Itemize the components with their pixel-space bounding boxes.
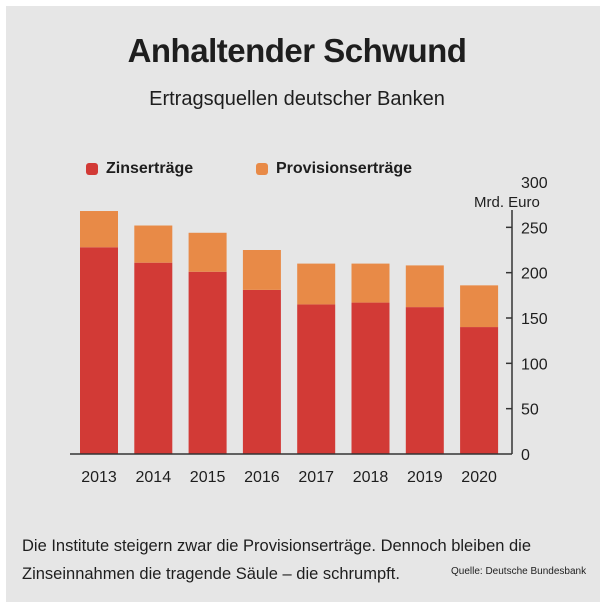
y-tick-label-50: 50	[521, 402, 539, 419]
bar-zins-2019	[405, 307, 444, 454]
bar-zins-2018	[351, 302, 390, 454]
y-axis-unit: Mrd. Euro	[474, 194, 540, 211]
footer-text: Die Institute steigern zwar die Provisio…	[22, 532, 562, 588]
bar-provision-2018	[351, 263, 390, 303]
x-tick-label-2020: 2020	[461, 469, 497, 486]
bar-zins-2013	[80, 247, 118, 454]
y-tick-label-200: 200	[521, 266, 548, 283]
footer-line-1: Die Institute steigern zwar die Provisio…	[22, 537, 532, 555]
y-tick-label-150: 150	[521, 311, 548, 328]
bar-provision-2013	[80, 211, 118, 248]
legend-zinsertraege: Zinserträge	[86, 160, 193, 178]
chart-title: Anhaltender Schwund	[127, 32, 467, 69]
chart-subtitle: Ertragsquellen deutscher Banken	[149, 88, 445, 110]
x-tick-label-2016: 2016	[244, 469, 280, 486]
y-tick-label-100: 100	[521, 356, 548, 373]
footer-line-2: Zinseinnahmen die tragende Säule – die s…	[22, 565, 400, 583]
x-tick-label-2015: 2015	[190, 469, 226, 486]
bar-provision-2016	[242, 250, 281, 290]
x-tick-label-2017: 2017	[298, 469, 334, 486]
legend-swatch-zins	[86, 163, 98, 175]
bar-provision-2017	[297, 263, 336, 305]
x-tick-label-2018: 2018	[353, 469, 389, 486]
y-tick-label-300: 300	[521, 175, 548, 192]
bar-zins-2017	[297, 304, 336, 454]
bar-zins-2020	[460, 327, 499, 454]
bars-group	[80, 211, 499, 454]
legend-label-zins: Zinserträge	[106, 160, 194, 177]
legend-provisionsertraege: Provisionserträge	[256, 160, 412, 178]
bar-zins-2014	[134, 262, 173, 454]
bar-provision-2020	[460, 285, 499, 328]
x-tick-label-2014: 2014	[136, 469, 172, 486]
bar-provision-2015	[188, 232, 227, 272]
bar-provision-2019	[405, 265, 444, 308]
axis-group: 2013 2014 2015 2016 2017 2018 2019 2020 0 50 100 15…	[70, 175, 548, 486]
y-tick-label-250: 250	[521, 220, 548, 237]
source-note: Quelle: Deutsche Bundesbank	[451, 566, 587, 577]
x-tick-label-2019: 2019	[407, 469, 443, 486]
legend-swatch-provision	[256, 163, 268, 175]
bar-zins-2016	[242, 289, 281, 454]
y-tick-label-0: 0	[521, 447, 530, 464]
bar-provision-2014	[134, 225, 173, 263]
legend-label-provision: Provisionserträge	[276, 160, 413, 177]
bar-zins-2015	[188, 271, 227, 454]
x-tick-label-2013: 2013	[81, 469, 117, 486]
